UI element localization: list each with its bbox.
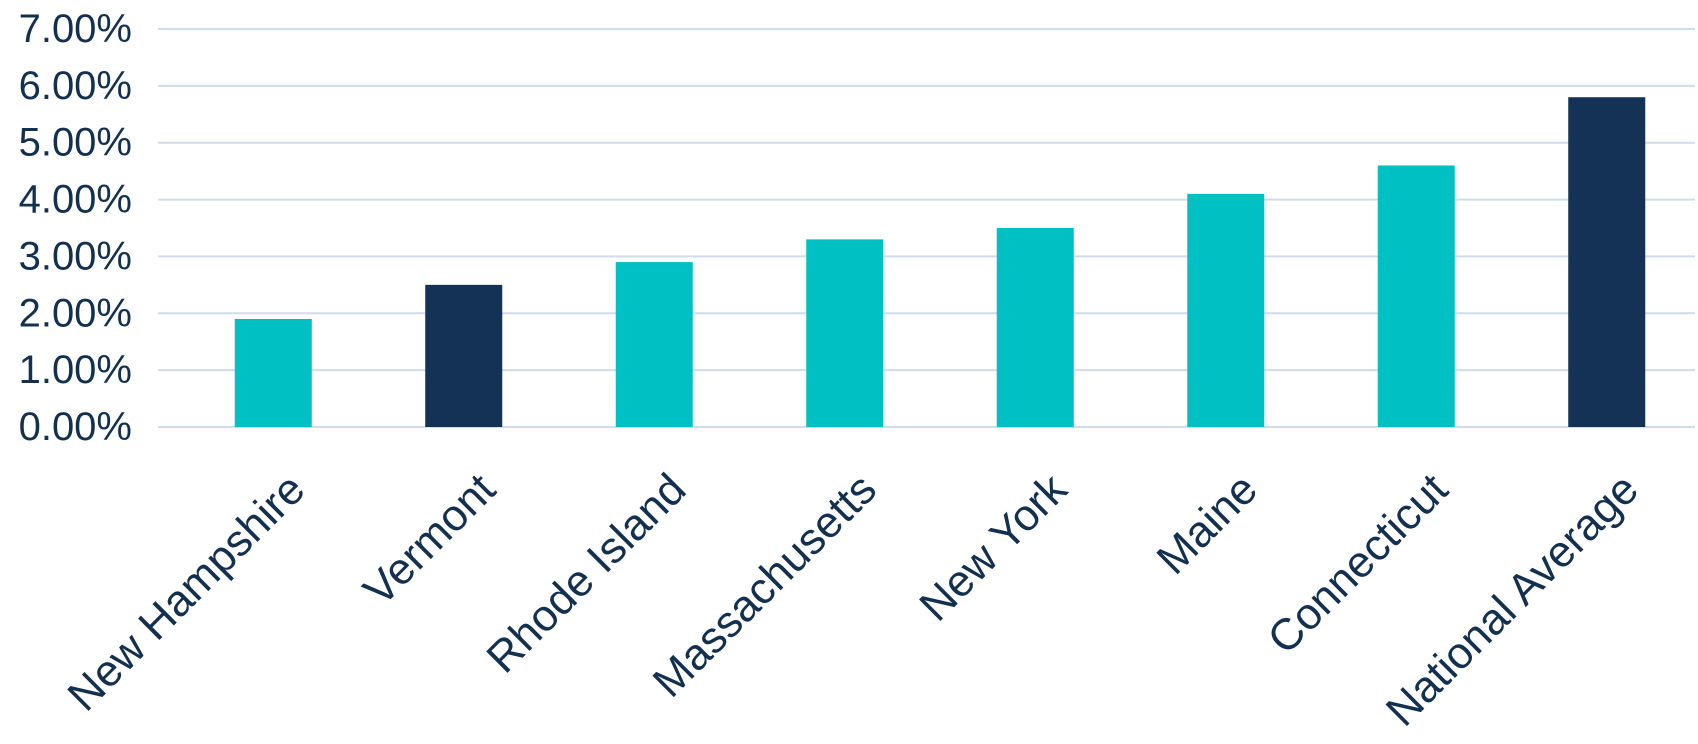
y-tick-label: 0.00%: [19, 405, 132, 449]
y-tick-label: 6.00%: [19, 64, 132, 108]
x-category-label: Maine: [1147, 464, 1266, 583]
bar-massachusetts: [806, 239, 883, 427]
x-category-label: New Hampshire: [58, 464, 314, 720]
y-tick-label: 1.00%: [19, 348, 132, 392]
y-tick-label: 7.00%: [19, 7, 132, 51]
x-category-label: New York: [910, 464, 1077, 631]
bar-new-hampshire: [235, 319, 312, 427]
bar-vermont: [425, 285, 502, 427]
y-axis-tick-labels: 0.00% 1.00% 2.00% 3.00% 4.00% 5.00% 6.00% 7.00%: [19, 7, 132, 449]
y-tick-label: 3.00%: [19, 234, 132, 278]
y-tick-label: 2.00%: [19, 291, 132, 335]
x-category-label: Vermont: [354, 464, 505, 615]
bar-national-average: [1568, 97, 1645, 427]
x-category-label: Rhode Island: [477, 464, 695, 682]
bar-maine: [1187, 194, 1264, 427]
y-tick-label: 5.00%: [19, 121, 132, 165]
x-category-label: Connecticut: [1258, 464, 1457, 663]
bar-rhode-island: [616, 262, 693, 427]
bars: [235, 97, 1646, 427]
bar-new-york: [997, 228, 1074, 427]
bar-connecticut: [1378, 165, 1455, 427]
gridlines: [158, 29, 1695, 427]
y-tick-label: 4.00%: [19, 178, 132, 222]
